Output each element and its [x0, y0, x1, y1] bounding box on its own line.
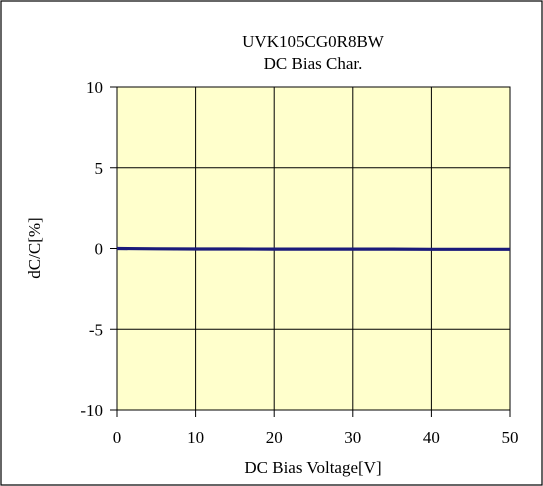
y-tick-label: -5 [89, 320, 103, 339]
y-tick-label: -10 [80, 401, 103, 420]
x-tick-label: 40 [423, 428, 440, 447]
y-axis-label: dC/C[%] [25, 217, 44, 278]
chart-subtitle: DC Bias Char. [264, 54, 363, 73]
x-tick-label: 50 [502, 428, 519, 447]
x-tick-label: 20 [266, 428, 283, 447]
x-tick-label: 0 [113, 428, 122, 447]
series-layer [116, 246, 510, 251]
y-tick-label: 0 [95, 240, 104, 259]
y-tick-label: 10 [86, 78, 103, 97]
chart-title: UVK105CG0R8BW [242, 32, 385, 51]
y-tick-label: 5 [95, 159, 104, 178]
x-tick-label: 30 [344, 428, 361, 447]
x-tick-label: 10 [187, 428, 204, 447]
series-line [116, 246, 510, 251]
x-axis-label: DC Bias Voltage[V] [244, 458, 381, 477]
